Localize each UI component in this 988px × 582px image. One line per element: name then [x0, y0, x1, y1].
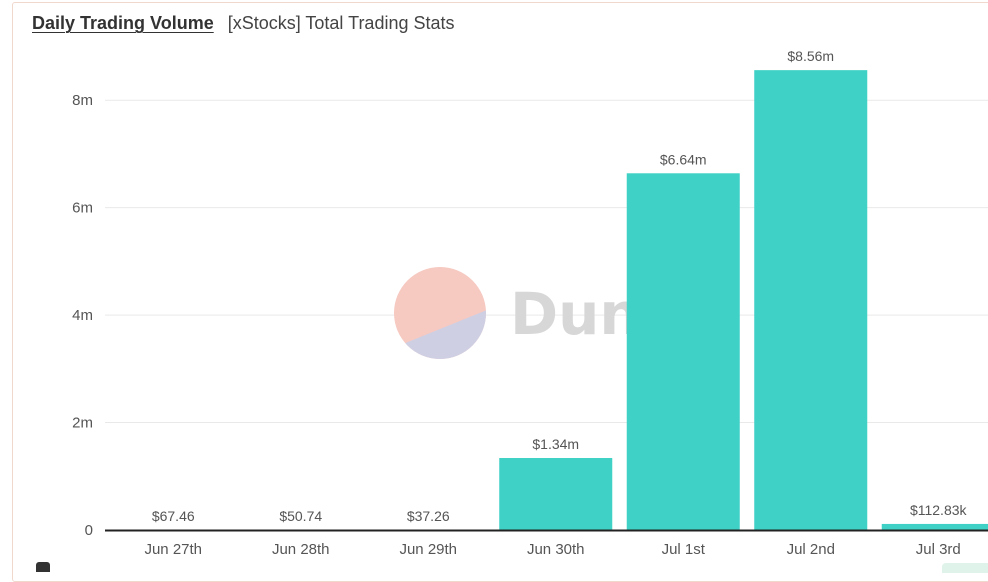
y-axis-ticks: 0 2m 4m 6m 8m — [72, 92, 93, 539]
bar-value-label: $67.46 — [152, 508, 195, 524]
author-avatar-icon — [36, 562, 50, 572]
bar-value-label: $1.34m — [532, 436, 579, 452]
bar[interactable] — [499, 458, 613, 530]
bar-value-label: $8.56m — [787, 48, 834, 64]
bar-chart: Dune $67.46 $50.74 $37.26$1.34m$6.64m$8.56… — [72, 48, 988, 558]
y-tick-label: 4m — [72, 307, 93, 324]
data-labels: $67.46 $50.74 $37.26 $1.34m $6.64m $8.56m $112… — [152, 48, 968, 524]
y-tick-label: 0 — [85, 522, 93, 539]
bar-value-label: $112.83k — [910, 502, 968, 518]
x-tick-label: Jul 3rd — [916, 541, 961, 558]
refresh-badge — [942, 563, 988, 573]
chart-title[interactable]: Daily Trading Volume — [32, 13, 214, 33]
x-tick-label: Jun 27th — [144, 541, 202, 558]
chart-header: Daily Trading Volume [xStocks] Total Tra… — [32, 13, 455, 37]
x-tick-label: Jun 29th — [399, 541, 457, 558]
chart-subtitle: [xStocks] Total Trading Stats — [227, 13, 455, 33]
bar-value-label: $50.74 — [279, 508, 322, 524]
x-tick-label: Jul 1st — [662, 541, 706, 558]
bar[interactable] — [754, 70, 868, 530]
x-axis-ticks: Jun 27th Jun 28th Jun 29th Jun 30th Jul 1st J… — [144, 541, 960, 558]
bar[interactable] — [881, 523, 988, 530]
bars — [499, 70, 988, 530]
bar-value-label: $6.64m — [660, 151, 707, 167]
bar-value-label: $37.26 — [407, 508, 450, 524]
dune-logo-icon — [394, 267, 486, 359]
bar[interactable] — [626, 173, 740, 530]
x-tick-label: Jul 2nd — [787, 541, 835, 558]
y-tick-label: 6m — [72, 200, 93, 217]
y-tick-label: 2m — [72, 415, 93, 432]
y-tick-label: 8m — [72, 92, 93, 109]
x-tick-label: Jun 30th — [527, 541, 585, 558]
x-tick-label: Jun 28th — [272, 541, 330, 558]
